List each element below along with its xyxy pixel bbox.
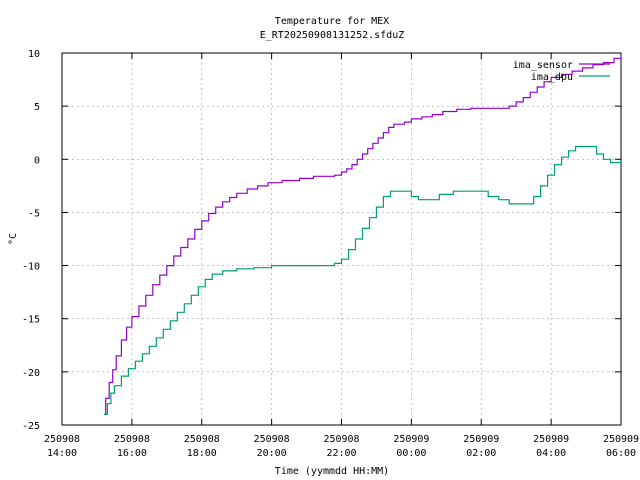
x-tick-label-date: 250909 bbox=[393, 434, 429, 445]
y-axis-label: °C bbox=[8, 233, 19, 245]
x-tick-label-date: 250908 bbox=[114, 434, 150, 445]
legend-label-ima-sensor: ima_sensor bbox=[513, 60, 573, 71]
x-tick-label-date: 250908 bbox=[323, 434, 359, 445]
x-tick-label-date: 250908 bbox=[44, 434, 80, 445]
x-tick-label-date: 250909 bbox=[533, 434, 569, 445]
y-tick-label: -25 bbox=[22, 421, 40, 432]
x-tick-label-date: 250908 bbox=[184, 434, 220, 445]
chart-title: Temperature for MEX bbox=[275, 16, 389, 27]
x-tick-label-time: 04:00 bbox=[536, 448, 566, 459]
chart-subtitle: E_RT20250908131252.sfduZ bbox=[260, 30, 405, 41]
x-tick-label-time: 20:00 bbox=[257, 448, 287, 459]
x-tick-label-time: 02:00 bbox=[466, 448, 496, 459]
series-lines bbox=[103, 56, 621, 415]
y-tick-label: -10 bbox=[22, 262, 40, 273]
x-tick-label-time: 00:00 bbox=[396, 448, 426, 459]
y-tick-label: -5 bbox=[28, 208, 40, 219]
x-tick-label-time: 18:00 bbox=[187, 448, 217, 459]
x-tick-label-time: 06:00 bbox=[606, 448, 636, 459]
x-tick-label-time: 22:00 bbox=[326, 448, 356, 459]
series-line-ima-sensor bbox=[103, 56, 621, 415]
x-axis-label: Time (yymmdd HH:MM) bbox=[275, 466, 389, 477]
y-tick-label: 5 bbox=[34, 102, 40, 113]
x-tick-labels: 250908 14:00 250908 16:00 250908 18:00 250908 2… bbox=[44, 434, 639, 459]
x-tick-label-time: 14:00 bbox=[47, 448, 77, 459]
x-tick-label-time: 16:00 bbox=[117, 448, 147, 459]
y-tick-label: 10 bbox=[28, 49, 40, 60]
axis-ticks bbox=[61, 52, 622, 426]
y-tick-label: -15 bbox=[22, 315, 40, 326]
x-tick-label-date: 250909 bbox=[463, 434, 499, 445]
y-tick-label: 0 bbox=[34, 155, 40, 166]
x-tick-label-date: 250908 bbox=[254, 434, 290, 445]
series-line-ima-dpu bbox=[103, 145, 621, 415]
y-tick-labels: 10 5 0 -5 -10 -15 -20 -25 bbox=[22, 49, 40, 432]
y-tick-label: -20 bbox=[22, 368, 40, 379]
legend-label-ima-dpu: ima_dpu bbox=[531, 72, 573, 83]
grid-lines bbox=[62, 53, 621, 425]
x-tick-label-date: 250909 bbox=[603, 434, 639, 445]
